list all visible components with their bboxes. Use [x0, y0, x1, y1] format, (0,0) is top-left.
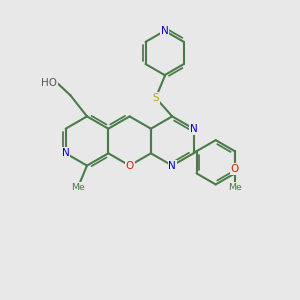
Text: N: N	[62, 148, 70, 158]
Text: HO: HO	[41, 78, 57, 88]
Text: N: N	[161, 26, 169, 36]
Text: N: N	[190, 124, 197, 134]
Text: S: S	[152, 93, 159, 103]
Text: N: N	[168, 160, 176, 171]
Text: O: O	[231, 164, 239, 174]
Text: Me: Me	[228, 183, 242, 192]
Text: Me: Me	[71, 183, 85, 192]
Text: O: O	[125, 160, 134, 171]
